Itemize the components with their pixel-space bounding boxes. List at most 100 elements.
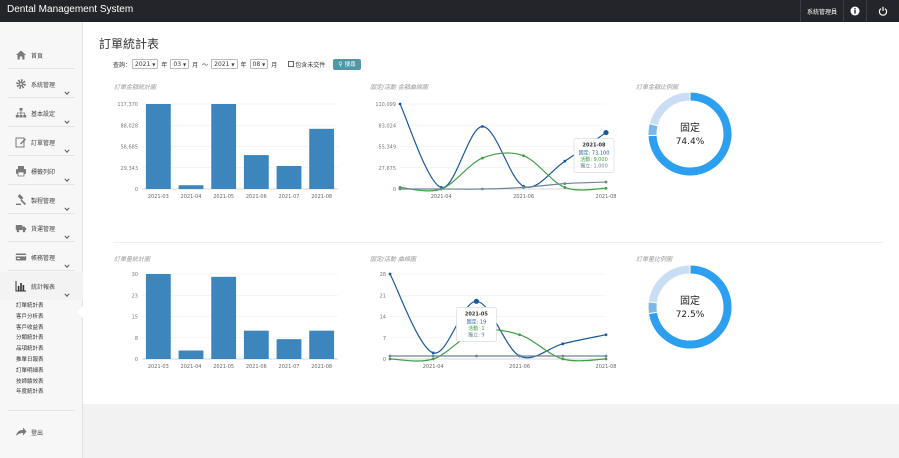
chevron-down-icon bbox=[64, 283, 70, 297]
chart-title: 固定/活動 曲線圖 bbox=[370, 256, 416, 263]
sidebar-item-4[interactable]: 標籤列印 bbox=[0, 157, 83, 185]
start-year-value: 2021 bbox=[135, 60, 151, 68]
sidebar-item-7[interactable]: 帳務管理 bbox=[0, 243, 83, 271]
tooltip-line: 固定: 19 bbox=[467, 318, 487, 325]
power-icon bbox=[878, 6, 888, 16]
data-point bbox=[518, 333, 521, 337]
sidebar-divider bbox=[8, 184, 75, 185]
report-subitem[interactable]: 客戶收益表 bbox=[16, 324, 44, 331]
report-subitem[interactable]: 推單日報表 bbox=[16, 357, 44, 363]
data-point bbox=[522, 186, 525, 189]
chart-title: 訂單金額統計圖 bbox=[114, 84, 157, 91]
data-point bbox=[439, 187, 443, 191]
info-button[interactable] bbox=[843, 0, 866, 22]
query-label: 查詢： bbox=[113, 61, 132, 69]
bar bbox=[243, 155, 269, 189]
sidebar-divider bbox=[8, 410, 75, 411]
series-line bbox=[389, 329, 607, 362]
y-tick-label: 28 bbox=[380, 272, 386, 278]
sidebar-item-label: 基本設定 bbox=[31, 110, 56, 118]
include-unfinished-checkbox[interactable] bbox=[288, 61, 295, 67]
bar bbox=[276, 165, 302, 189]
bar bbox=[276, 339, 302, 359]
sidebar-item-6[interactable]: 貨運管理 bbox=[0, 214, 83, 242]
end-year-value: 2021 bbox=[214, 60, 230, 68]
x-tick-label: 2021-04 bbox=[431, 194, 452, 200]
tooltip-line: 獨立: 9 bbox=[468, 331, 484, 338]
y-tick-label: 55,349 bbox=[379, 145, 397, 151]
bar-chart-icon bbox=[15, 280, 27, 292]
sidebar: 首頁 系統管理基本設定訂單管理 標籤列印 製程管理 貨運管理 帳務管理 統計報表 訂單統計表… bbox=[0, 22, 83, 458]
sidebar-logout-label: 登出 bbox=[31, 429, 44, 437]
chart-title: 固定/活動 金額曲線圖 bbox=[370, 84, 428, 91]
search-button[interactable]: ⚲ 搜尋 bbox=[333, 58, 361, 70]
edit-icon bbox=[15, 136, 27, 148]
chevron-down-icon bbox=[64, 81, 70, 95]
donut-center-value: 72.5% bbox=[676, 310, 705, 320]
pie-slice bbox=[647, 264, 691, 304]
y-tick-label: 0 bbox=[393, 187, 396, 193]
start-month-select[interactable]: 03 ▼ bbox=[170, 59, 190, 69]
end-month-value: 08 bbox=[252, 60, 261, 68]
sidebar-divider bbox=[8, 213, 75, 214]
report-subitem[interactable]: 品項統計表 bbox=[16, 346, 44, 353]
y-tick-label: 30 bbox=[132, 272, 138, 278]
report-subitem[interactable]: 訂單明細表 bbox=[16, 367, 44, 374]
chevron-down-icon: ▼ bbox=[183, 61, 187, 67]
share-icon bbox=[15, 426, 27, 438]
tooltip-title: 2021-08 bbox=[583, 143, 606, 149]
section-divider bbox=[113, 242, 883, 243]
sidebar-item-2[interactable]: 基本設定 bbox=[0, 99, 83, 127]
data-point bbox=[604, 180, 608, 184]
x-tick-label: 2021-04 bbox=[181, 194, 202, 200]
report-subitem[interactable]: 年度統計表 bbox=[16, 389, 44, 396]
report-subitem[interactable]: 分類統計表 bbox=[16, 335, 44, 342]
series-line bbox=[389, 273, 607, 359]
end-month-select[interactable]: 08 ▼ bbox=[249, 59, 269, 69]
sitemap-icon bbox=[15, 107, 27, 119]
data-point bbox=[481, 156, 484, 160]
data-point bbox=[431, 351, 435, 355]
bar bbox=[178, 185, 204, 189]
chevron-down-icon bbox=[64, 110, 70, 124]
sidebar-item-5[interactable]: 製程管理 bbox=[0, 186, 83, 214]
sidebar-item-1[interactable]: 系統管理 bbox=[0, 70, 83, 98]
bar bbox=[145, 104, 171, 189]
y-tick-label: 29,343 bbox=[121, 166, 139, 172]
tooltip-line: 活動: 1 bbox=[468, 325, 484, 332]
data-point bbox=[563, 182, 567, 185]
series-line bbox=[399, 152, 607, 192]
credit-card-icon bbox=[15, 251, 27, 263]
logout-button[interactable] bbox=[866, 0, 899, 22]
y-tick-label: 58,685 bbox=[121, 145, 139, 151]
data-point bbox=[398, 187, 402, 191]
x-tick-label: 2021-03 bbox=[148, 194, 169, 200]
sidebar-item-8[interactable]: 統計報表 bbox=[0, 272, 83, 300]
report-subitem[interactable]: 技師績效表 bbox=[16, 378, 44, 385]
tooltip-title: 2021-05 bbox=[465, 311, 488, 317]
x-tick-label: 2021-08 bbox=[596, 364, 617, 370]
data-point bbox=[518, 354, 521, 358]
pie-chart: 固定 72.5% bbox=[647, 264, 733, 350]
line-chart: 110,099 83,024 55,349 27,675 0 2021-04 2021-06… bbox=[375, 102, 617, 200]
sidebar-item-0[interactable]: 首頁 bbox=[0, 41, 83, 69]
data-point bbox=[431, 354, 435, 358]
x-tick-label: 2021-08 bbox=[596, 194, 617, 200]
printer-icon bbox=[15, 165, 27, 177]
end-year-select[interactable]: 2021 ▼ bbox=[211, 59, 238, 69]
y-tick-label: 23 bbox=[132, 293, 138, 299]
sidebar-item-logout[interactable]: 登出 bbox=[0, 418, 83, 446]
donut-center-value: 74.4% bbox=[676, 137, 705, 147]
report-subitem[interactable]: 客戶分析表 bbox=[16, 313, 44, 320]
chevron-down-icon bbox=[64, 254, 70, 268]
x-tick-label: 2021-07 bbox=[279, 194, 300, 200]
bar bbox=[309, 330, 335, 359]
report-subitem[interactable]: 訂單統計表 bbox=[16, 303, 44, 309]
data-point bbox=[604, 186, 608, 190]
sidebar-item-3[interactable]: 訂單管理 bbox=[0, 128, 83, 156]
chart-title: 訂單金額比例圖 bbox=[636, 84, 679, 91]
page-title: 訂單統計表 bbox=[99, 37, 160, 51]
system-admin-menu[interactable]: 系統管理員 bbox=[800, 0, 843, 22]
chevron-down-icon: ▼ bbox=[231, 61, 235, 67]
start-year-select[interactable]: 2021 ▼ bbox=[132, 59, 159, 69]
